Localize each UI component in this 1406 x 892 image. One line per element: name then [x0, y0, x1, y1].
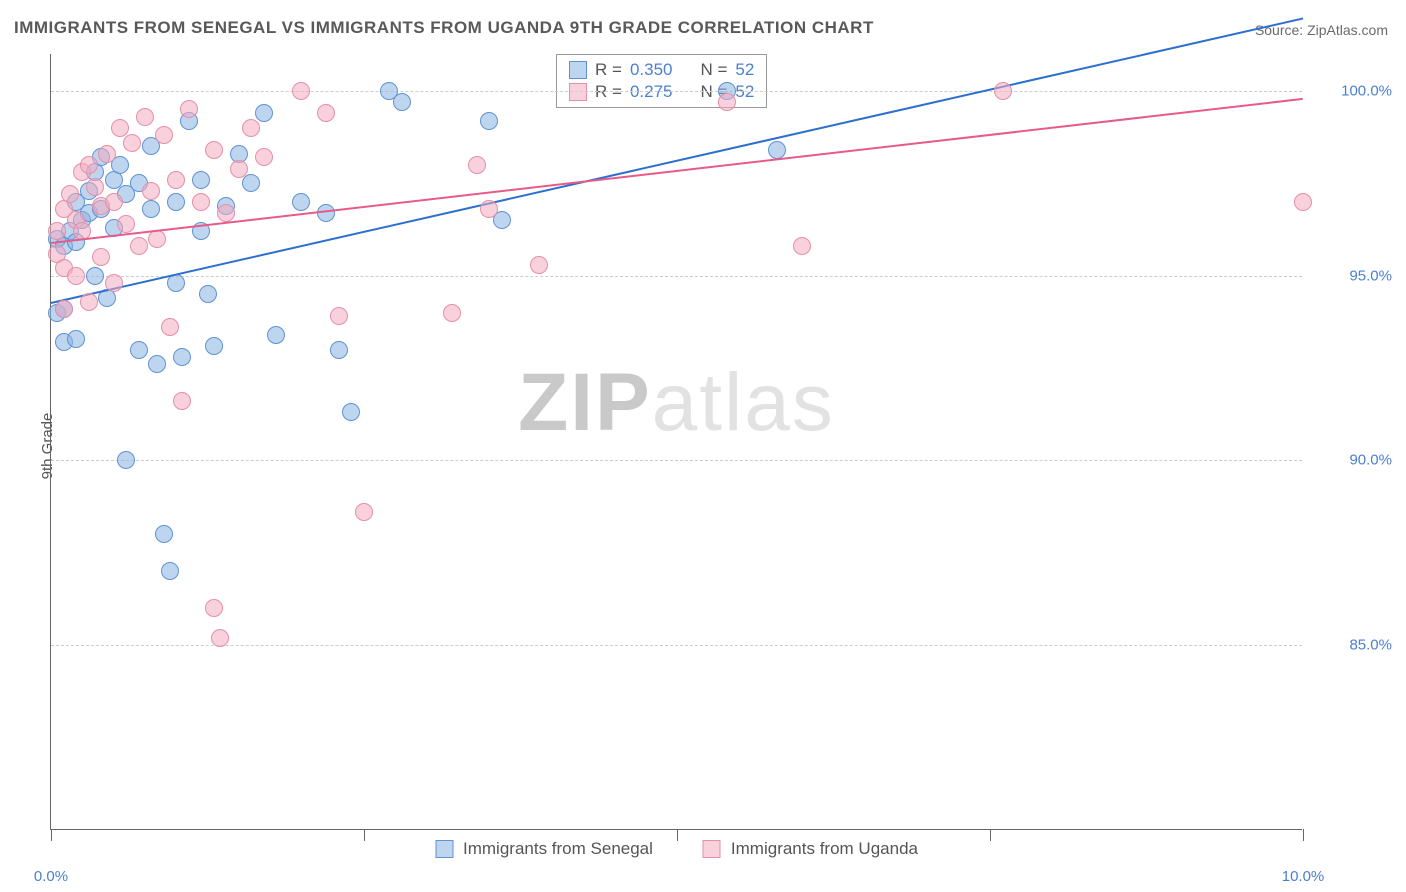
scatter-point: [230, 160, 248, 178]
scatter-point: [205, 141, 223, 159]
scatter-point: [61, 185, 79, 203]
y-tick-label: 90.0%: [1349, 452, 1392, 469]
scatter-point: [355, 503, 373, 521]
scatter-point: [148, 355, 166, 373]
scatter-point: [142, 182, 160, 200]
scatter-point: [211, 629, 229, 647]
scatter-point: [192, 171, 210, 189]
scatter-point: [155, 126, 173, 144]
r-value-uganda: 0.275: [630, 82, 673, 102]
gridline: [51, 460, 1302, 461]
scatter-point: [242, 174, 260, 192]
scatter-point: [793, 237, 811, 255]
scatter-point: [443, 304, 461, 322]
scatter-point: [242, 119, 260, 137]
chart-title: IMMIGRANTS FROM SENEGAL VS IMMIGRANTS FR…: [14, 18, 874, 38]
scatter-point: [161, 318, 179, 336]
gridline: [51, 276, 1302, 277]
scatter-point: [142, 200, 160, 218]
scatter-point: [768, 141, 786, 159]
scatter-point: [1294, 193, 1312, 211]
n-value-uganda: 52: [735, 82, 754, 102]
legend-swatch-senegal-bottom: [435, 840, 453, 858]
y-tick-label: 85.0%: [1349, 637, 1392, 654]
x-tick-mark: [51, 829, 52, 841]
scatter-point: [180, 100, 198, 118]
scatter-point: [67, 267, 85, 285]
scatter-point: [530, 256, 548, 274]
scatter-point: [92, 248, 110, 266]
scatter-point: [205, 337, 223, 355]
scatter-point: [330, 307, 348, 325]
series-label-senegal: Immigrants from Senegal: [463, 839, 653, 859]
scatter-point: [86, 267, 104, 285]
scatter-point: [267, 326, 285, 344]
legend-swatch-uganda: [569, 83, 587, 101]
scatter-point: [111, 119, 129, 137]
scatter-point: [994, 82, 1012, 100]
r-label: R =: [595, 60, 622, 80]
scatter-point: [117, 451, 135, 469]
scatter-point: [292, 82, 310, 100]
r-value-senegal: 0.350: [630, 60, 673, 80]
scatter-point: [167, 193, 185, 211]
legend-swatch-senegal: [569, 61, 587, 79]
scatter-point: [192, 193, 210, 211]
watermark-light: atlas: [652, 357, 835, 448]
scatter-point: [255, 104, 273, 122]
scatter-point: [393, 93, 411, 111]
scatter-point: [136, 108, 154, 126]
scatter-point: [255, 148, 273, 166]
watermark-bold: ZIP: [518, 357, 652, 448]
scatter-point: [292, 193, 310, 211]
scatter-point: [205, 599, 223, 617]
scatter-point: [480, 200, 498, 218]
scatter-point: [199, 285, 217, 303]
y-tick-label: 100.0%: [1341, 82, 1392, 99]
scatter-plot-area: ZIPatlas R = 0.350 N = 52 R = 0.275 N = …: [50, 54, 1302, 830]
scatter-point: [98, 145, 116, 163]
scatter-point: [330, 341, 348, 359]
scatter-point: [342, 403, 360, 421]
scatter-point: [161, 562, 179, 580]
x-tick-label: 0.0%: [34, 868, 68, 885]
scatter-point: [130, 341, 148, 359]
n-label: N =: [700, 60, 727, 80]
scatter-point: [217, 204, 235, 222]
scatter-point: [117, 215, 135, 233]
scatter-point: [80, 293, 98, 311]
scatter-point: [48, 222, 66, 240]
scatter-point: [317, 104, 335, 122]
scatter-point: [123, 134, 141, 152]
watermark: ZIPatlas: [518, 356, 835, 450]
legend-row-senegal: R = 0.350 N = 52: [569, 59, 754, 81]
gridline: [51, 91, 1302, 92]
x-tick-label: 10.0%: [1282, 868, 1325, 885]
scatter-point: [155, 525, 173, 543]
gridline: [51, 645, 1302, 646]
x-tick-mark: [990, 829, 991, 841]
scatter-point: [105, 193, 123, 211]
scatter-point: [468, 156, 486, 174]
scatter-point: [167, 171, 185, 189]
scatter-point: [67, 330, 85, 348]
scatter-point: [130, 237, 148, 255]
series-legend: Immigrants from Senegal Immigrants from …: [435, 839, 918, 859]
n-value-senegal: 52: [735, 60, 754, 80]
scatter-point: [105, 274, 123, 292]
legend-swatch-uganda-bottom: [703, 840, 721, 858]
scatter-point: [55, 300, 73, 318]
x-tick-mark: [1303, 829, 1304, 841]
scatter-point: [173, 348, 191, 366]
scatter-point: [480, 112, 498, 130]
r-label: R =: [595, 82, 622, 102]
scatter-point: [80, 156, 98, 174]
series-label-uganda: Immigrants from Uganda: [731, 839, 918, 859]
scatter-point: [173, 392, 191, 410]
scatter-point: [86, 178, 104, 196]
x-tick-mark: [364, 829, 365, 841]
scatter-point: [718, 93, 736, 111]
y-tick-label: 95.0%: [1349, 267, 1392, 284]
x-tick-mark: [677, 829, 678, 841]
